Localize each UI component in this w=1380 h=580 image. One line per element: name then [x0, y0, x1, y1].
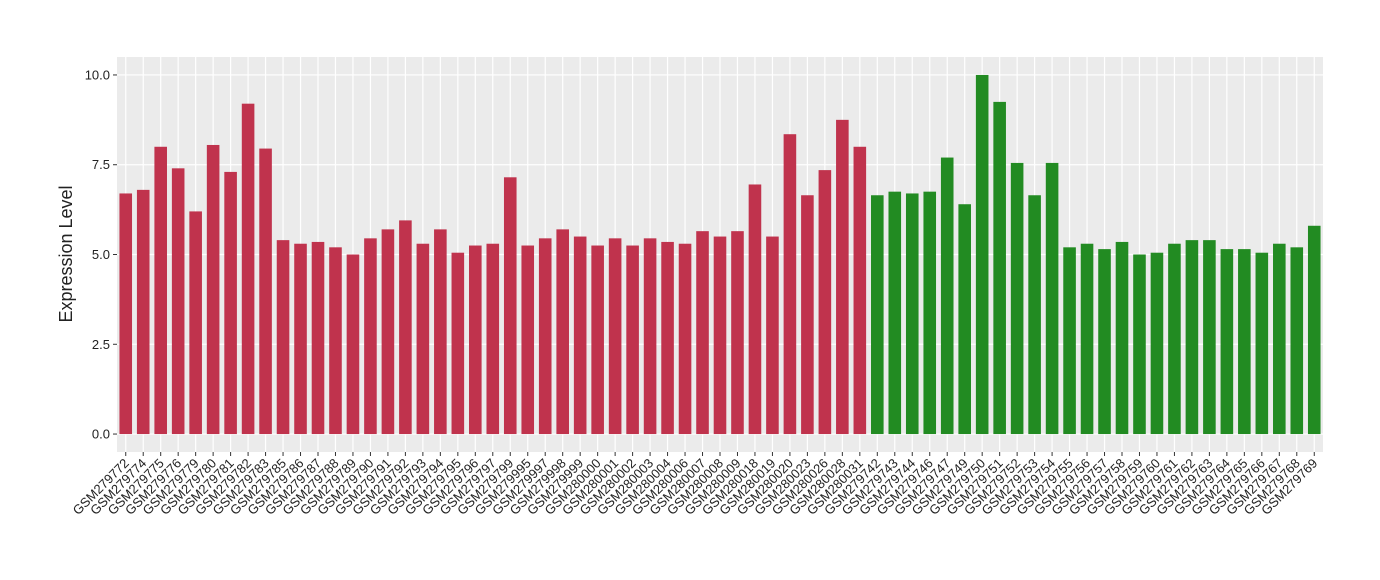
bar: [311, 241, 325, 435]
bar: [608, 238, 622, 435]
bar: [871, 195, 884, 435]
bar: [853, 146, 867, 435]
y-tick-label: 5.0: [92, 247, 110, 262]
bar: [923, 191, 937, 435]
bar: [469, 245, 482, 435]
bar: [1238, 249, 1251, 435]
bar: [1115, 241, 1129, 435]
y-axis-label: Expression Level: [56, 185, 76, 322]
bar: [993, 101, 1006, 435]
bar: [171, 168, 185, 435]
bar: [818, 170, 832, 435]
y-tick-label: 0.0: [92, 427, 110, 442]
bar: [626, 245, 639, 435]
bar: [1273, 243, 1286, 435]
bar: [346, 254, 360, 435]
bar: [888, 191, 902, 435]
bar: [416, 243, 430, 435]
bar: [556, 229, 569, 435]
bar: [1063, 247, 1076, 435]
bar: [206, 144, 220, 435]
bar: [329, 247, 342, 435]
bar: [1203, 240, 1216, 435]
bar: [434, 229, 447, 435]
bar: [399, 220, 412, 435]
bar: [1185, 240, 1199, 435]
bar: [503, 177, 517, 435]
bar: [766, 236, 779, 435]
y-tick-label: 10.0: [85, 67, 110, 82]
bar: [801, 195, 814, 435]
bar: [713, 236, 727, 435]
bar: [1307, 225, 1321, 435]
bar: [451, 252, 465, 435]
bar: [661, 241, 674, 435]
bar: [836, 119, 849, 435]
y-tick-label: 2.5: [92, 337, 110, 352]
bar: [573, 236, 587, 435]
bar: [224, 171, 237, 435]
bar: [783, 134, 797, 435]
bar: [748, 184, 762, 435]
bar: [905, 193, 919, 435]
bar: [678, 243, 692, 435]
bar: [119, 193, 133, 435]
bar: [294, 243, 307, 435]
bar: [241, 103, 255, 435]
y-tick-label: 7.5: [92, 157, 110, 172]
bar: [486, 243, 500, 435]
bar: [259, 148, 272, 435]
bar: [1290, 247, 1304, 435]
bar: [1150, 252, 1164, 435]
bar: [975, 74, 989, 435]
bar: [364, 238, 377, 435]
bar: [1168, 243, 1181, 435]
bar: [1098, 249, 1111, 435]
bar: [538, 238, 552, 435]
bar: [731, 231, 744, 435]
bar: [154, 146, 167, 435]
bar: [189, 211, 202, 435]
bar: [381, 229, 395, 435]
bar: [1045, 162, 1059, 435]
bar: [521, 245, 535, 435]
bar: [1028, 195, 1041, 435]
bar: [1255, 252, 1269, 435]
bar: [591, 245, 604, 435]
bar: [1080, 243, 1094, 435]
bar: [1220, 249, 1234, 435]
bar: [136, 189, 150, 435]
bar: [1133, 254, 1146, 435]
bar: [958, 204, 971, 435]
bar: [276, 240, 290, 435]
bar: [643, 238, 657, 435]
bar: [696, 231, 709, 435]
bar: [1010, 162, 1024, 435]
bar: [940, 157, 954, 435]
